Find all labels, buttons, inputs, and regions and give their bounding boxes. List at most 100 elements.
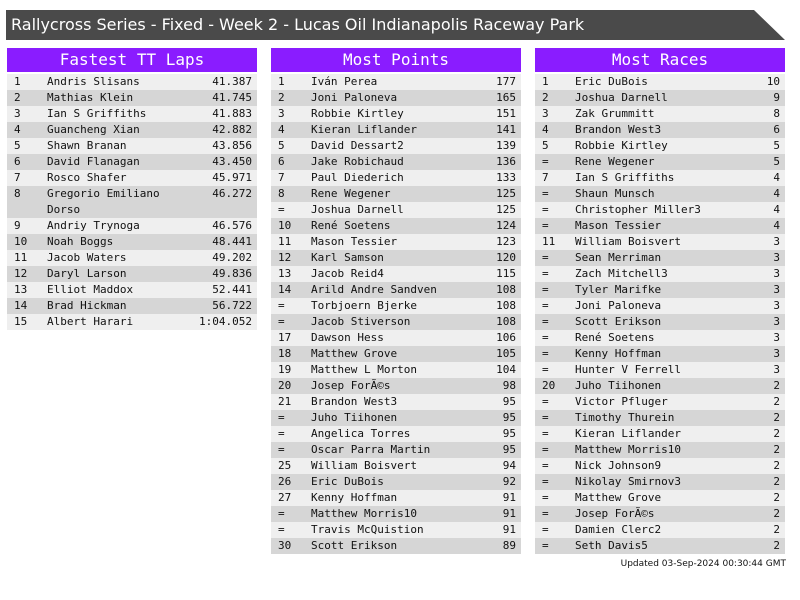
value: 2 [773, 427, 780, 440]
table-row: 9 Andriy Trynoga 46.576 [7, 218, 257, 234]
value: 2 [773, 459, 780, 472]
value: 177 [496, 75, 516, 88]
page-header: Rallycross Series - Fixed - Week 2 - Luc… [6, 10, 785, 40]
driver-name: Kieran Liflander [575, 427, 681, 440]
table-row: = Joshua Darnell 125 [271, 202, 521, 218]
rank: = [542, 539, 549, 552]
value: 104 [496, 363, 516, 376]
table-row: 12 Karl Samson 120 [271, 250, 521, 266]
driver-name: Mason Tessier [311, 235, 398, 248]
rank: 14 [14, 299, 28, 312]
value: 139 [496, 139, 516, 152]
rank: = [542, 331, 549, 344]
rank: 2 [14, 91, 21, 104]
value: 41.387 [212, 75, 252, 88]
rank: 1 [278, 75, 285, 88]
rank: 1 [14, 75, 21, 88]
value: 108 [496, 283, 516, 296]
driver-name: Joni Paloneva [575, 299, 662, 312]
value: 2 [773, 491, 780, 504]
table-row: = Torbjoern Bjerke 108 [271, 298, 521, 314]
table-row: = Damien Clerc2 2 [535, 522, 785, 538]
rank: = [542, 411, 549, 424]
driver-name: Rosco Shafer [47, 171, 127, 184]
leaderboard-table: 1 Andris Slisans 41.387 2 Mathias Klein 41.74… [7, 74, 257, 330]
value: 105 [496, 347, 516, 360]
table-row: = Matthew Morris10 91 [271, 506, 521, 522]
rank: = [278, 299, 285, 312]
driver-name: Kenny Hoffman [311, 491, 398, 504]
value: 4 [773, 187, 780, 200]
rank: 7 [14, 171, 21, 184]
table-row: = Kieran Liflander 2 [535, 426, 785, 442]
value: 4 [773, 219, 780, 232]
table-row: = Shaun Munsch 4 [535, 186, 785, 202]
driver-name: Matthew Grove [575, 491, 662, 504]
rank: 20 [278, 379, 292, 392]
value: 115 [496, 267, 516, 280]
value: 95 [502, 427, 516, 440]
driver-name: Shawn Branan [47, 139, 127, 152]
rank: = [542, 251, 549, 264]
rank: = [542, 203, 549, 216]
table-row: 27 Kenny Hoffman 91 [271, 490, 521, 506]
table-row: = Timothy Thurein 2 [535, 410, 785, 426]
value: 41.745 [212, 91, 252, 104]
rank: 9 [14, 219, 21, 232]
driver-name: Angelica Torres [311, 427, 411, 440]
driver-name: Rene Wegener [311, 187, 391, 200]
driver-name: Jacob Stiverson [311, 315, 411, 328]
table-row: 1 Andris Slisans 41.387 [7, 74, 257, 90]
table-title: Most Races [535, 48, 785, 74]
table-row: 30 Scott Erikson 89 [271, 538, 521, 554]
table-row: = Sean Merriman 3 [535, 250, 785, 266]
rank: = [542, 427, 549, 440]
rank: = [542, 523, 549, 536]
table-row: 2 Joshua Darnell 9 [535, 90, 785, 106]
value: 41.883 [212, 107, 252, 120]
table-row: = Joni Paloneva 3 [535, 298, 785, 314]
value: 106 [496, 331, 516, 344]
table-row: 2 Mathias Klein 41.745 [7, 90, 257, 106]
rank: = [542, 219, 549, 232]
driver-name: Karl Samson [311, 251, 384, 264]
rank: = [542, 155, 549, 168]
value: 125 [496, 203, 516, 216]
table-row: 25 William Boisvert 94 [271, 458, 521, 474]
rank: 5 [14, 139, 21, 152]
driver-name: Juho Tiihonen [575, 379, 662, 392]
value: 3 [773, 267, 780, 280]
driver-name: Matthew L Morton [311, 363, 417, 376]
rank: 13 [14, 283, 28, 296]
value: 91 [502, 491, 516, 504]
table-row: = Matthew Grove 2 [535, 490, 785, 506]
rank: 6 [14, 155, 21, 168]
rank: 26 [278, 475, 292, 488]
driver-name: Elliot Maddox [47, 283, 134, 296]
value: 108 [496, 299, 516, 312]
table-row: 12 Daryl Larson 49.836 [7, 266, 257, 282]
table-row: = Juho Tiihonen 95 [271, 410, 521, 426]
value: 43.450 [212, 155, 252, 168]
table-row: 19 Matthew L Morton 104 [271, 362, 521, 378]
rank: 21 [278, 395, 292, 408]
rank: 5 [542, 139, 549, 152]
table-row: 11 Jacob Waters 49.202 [7, 250, 257, 266]
driver-name: Mathias Klein [47, 91, 134, 104]
rank: = [542, 443, 549, 456]
table-row: = Nikolay Smirnov3 2 [535, 474, 785, 490]
table-row: 11 William Boisvert 3 [535, 234, 785, 250]
rank: 2 [278, 91, 285, 104]
value: 3 [773, 331, 780, 344]
driver-name: Andris Slisans [47, 75, 140, 88]
table-body: 1 Andris Slisans 41.387 2 Mathias Klein 41.74… [7, 74, 257, 330]
value: 2 [773, 523, 780, 536]
value: 95 [502, 395, 516, 408]
value: 3 [773, 283, 780, 296]
driver-name: Guancheng Xian [47, 123, 140, 136]
value: 49.202 [212, 251, 252, 264]
value: 123 [496, 235, 516, 248]
driver-name: Scott Erikson [311, 539, 398, 552]
driver-name: Oscar Parra Martin [311, 443, 431, 456]
